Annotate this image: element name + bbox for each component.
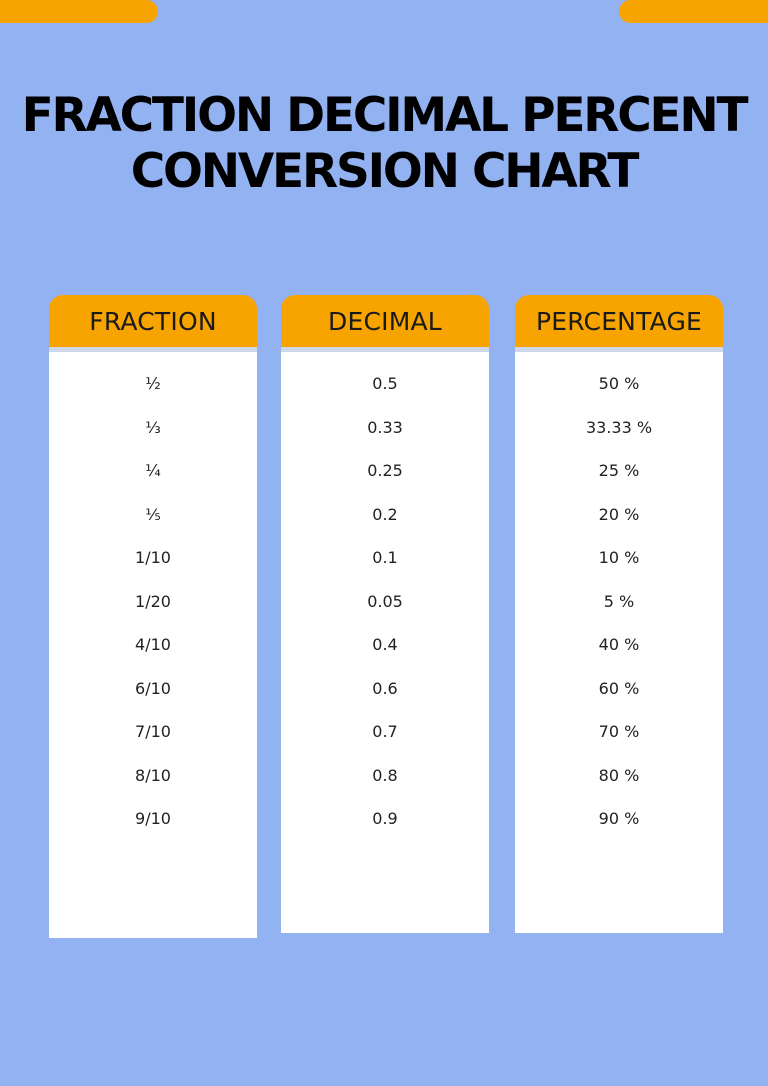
decimal-cell: 0.25: [367, 461, 403, 480]
fraction-cell: ½: [145, 374, 161, 393]
percentage-cell: 25 %: [598, 461, 640, 480]
fraction-cell: 7/10: [135, 722, 171, 741]
page-title: FRACTION DECIMAL PERCENT CONVERSION CHAR…: [0, 88, 768, 200]
fraction-column: FRACTION ½ ⅓ ¼ ⅕ 1/10 1/20 4/10 6/10 7/1…: [49, 295, 257, 938]
percentage-header-divider: [515, 347, 723, 352]
percentage-column-header: PERCENTAGE: [515, 295, 723, 347]
percentage-cell: 50 %: [598, 374, 640, 393]
decimal-cell: 0.7: [372, 722, 398, 741]
decimal-cell: 0.33: [367, 417, 403, 437]
decimal-cell: 0.05: [367, 591, 403, 611]
decimal-cell: 0.2: [372, 504, 398, 524]
decimal-cell: 0.8: [372, 765, 398, 785]
percentage-cell: 90 %: [598, 809, 640, 828]
decimal-cell: 0.1: [372, 548, 398, 567]
fraction-cell: ⅓: [145, 417, 161, 437]
fraction-column-body: ½ ⅓ ¼ ⅕ 1/10 1/20 4/10 6/10 7/10 8/10 9/…: [49, 352, 257, 938]
percentage-cell: 80 %: [598, 765, 640, 785]
top-right-accent-bar: [619, 0, 768, 23]
percentage-cell: 20 %: [598, 504, 640, 524]
fraction-cell: 1/10: [135, 548, 171, 567]
decimal-cell: 0.5: [372, 374, 398, 393]
percentage-cell: 33.33 %: [585, 417, 653, 437]
fraction-header-divider: [49, 347, 257, 352]
percentage-cell: 70 %: [598, 722, 640, 741]
fraction-column-header: FRACTION: [49, 295, 257, 347]
decimal-column-body: 0.5 0.33 0.25 0.2 0.1 0.05 0.4 0.6 0.7 0…: [281, 352, 489, 933]
top-left-accent-bar: [0, 0, 158, 23]
percentage-cell: 10 %: [598, 548, 640, 567]
decimal-header-divider: [281, 347, 489, 352]
fraction-cell: 1/20: [135, 591, 171, 611]
fraction-cell: 4/10: [135, 635, 171, 654]
decimal-cell: 0.4: [372, 635, 398, 654]
percentage-cell: 60 %: [598, 678, 640, 698]
decimal-column: DECIMAL 0.5 0.33 0.25 0.2 0.1 0.05 0.4 0…: [281, 295, 489, 933]
fraction-cell: 8/10: [135, 765, 171, 785]
percentage-cell: 40 %: [598, 635, 640, 654]
decimal-column-header: DECIMAL: [281, 295, 489, 347]
decimal-cell: 0.9: [372, 809, 398, 828]
fraction-cell: ⅕: [145, 504, 161, 524]
page-title-line-1: FRACTION DECIMAL PERCENT: [21, 88, 749, 143]
fraction-cell: 9/10: [135, 809, 171, 828]
percentage-column: PERCENTAGE 50 % 33.33 % 25 % 20 % 10 % 5…: [515, 295, 723, 933]
fraction-cell: ¼: [145, 461, 161, 480]
percentage-cell: 5 %: [603, 591, 635, 611]
decimal-cell: 0.6: [372, 678, 398, 698]
percentage-column-body: 50 % 33.33 % 25 % 20 % 10 % 5 % 40 % 60 …: [515, 352, 723, 933]
page-title-line-2: CONVERSION CHART: [130, 144, 640, 199]
fraction-cell: 6/10: [135, 678, 171, 698]
